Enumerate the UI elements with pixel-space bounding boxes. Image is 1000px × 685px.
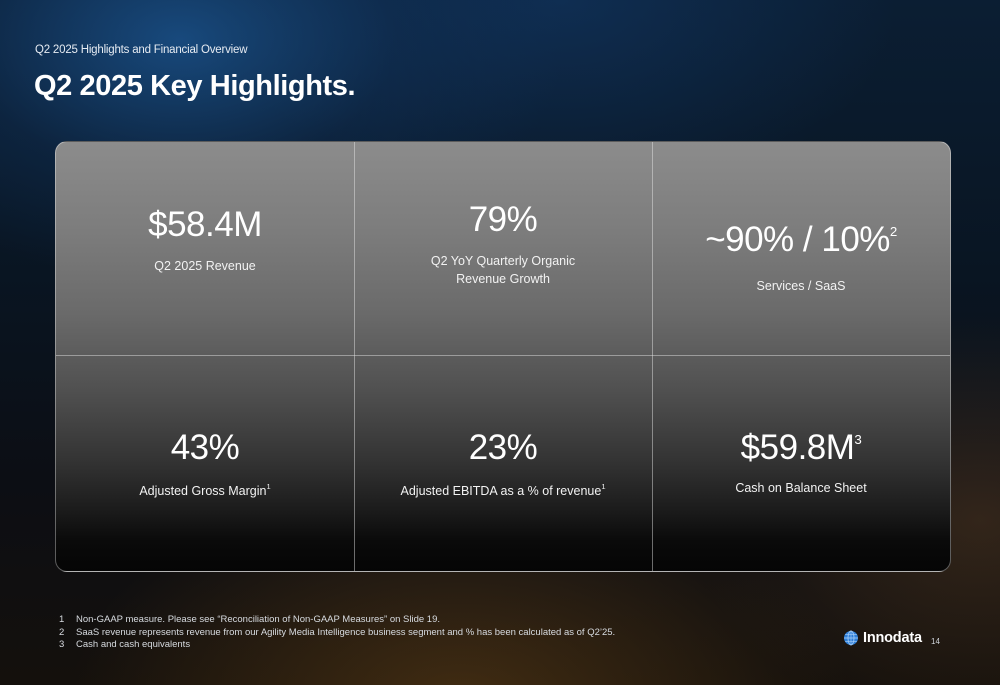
highlight-services-saas: ~90% / 10%2 Services / SaaS bbox=[652, 222, 950, 295]
highlights-grid bbox=[56, 142, 950, 571]
footnote-text: Non-GAAP measure. Please see “Reconcilia… bbox=[76, 614, 440, 625]
highlight-gross-margin: 43% Adjusted Gross Margin1 bbox=[56, 430, 354, 500]
footnote-ref: 2 bbox=[889, 223, 897, 239]
footnote-text: SaaS revenue represents revenue from our… bbox=[76, 626, 616, 638]
page-number: 14 bbox=[931, 637, 940, 646]
highlights-panel: $58.4M Q2 2025 Revenue 79% Q2 YoY Quarte… bbox=[55, 141, 951, 572]
page-title: Q2 2025 Key Highlights. bbox=[34, 70, 356, 102]
highlight-label: Adjusted Gross Margin1 bbox=[139, 482, 271, 499]
highlight-value: 43% bbox=[170, 428, 240, 467]
highlight-label: Q2 2025 Revenue bbox=[154, 259, 256, 273]
footnote-number: 2 bbox=[59, 626, 65, 638]
highlight-label-line: Revenue Growth bbox=[456, 272, 550, 286]
grid-divider-horizontal bbox=[56, 355, 950, 356]
highlight-value: ~90% / 10%2 bbox=[705, 220, 897, 259]
footnote-number: 1 bbox=[59, 614, 65, 625]
highlight-label: Cash on Balance Sheet bbox=[735, 481, 867, 495]
footnote-ref: 1 bbox=[266, 482, 271, 492]
highlight-label: Q2 YoY Quarterly Organic Revenue Growth bbox=[354, 252, 652, 288]
highlight-value: 79% bbox=[468, 200, 538, 239]
footnote: 2 SaaS revenue represents revenue from o… bbox=[59, 627, 615, 640]
highlight-label: Adjusted EBITDA as a % of revenue1 bbox=[400, 482, 606, 499]
highlight-label: Services / SaaS bbox=[756, 279, 846, 293]
highlight-value: 23% bbox=[468, 428, 538, 467]
highlight-value: $58.4M bbox=[148, 205, 262, 244]
grid-divider-vertical bbox=[652, 142, 653, 571]
grid-divider-vertical bbox=[354, 142, 355, 571]
footnotes: 1 Non-GAAP measure. Please see “Reconcil… bbox=[59, 614, 615, 652]
brand-logo: Innodata bbox=[843, 630, 922, 646]
breadcrumb: Q2 2025 Highlights and Financial Overvie… bbox=[35, 44, 248, 56]
highlight-adjusted-ebitda: 23% Adjusted EBITDA as a % of revenue1 bbox=[354, 430, 652, 500]
footnote-number: 3 bbox=[59, 639, 65, 650]
globe-logo-icon bbox=[844, 630, 858, 646]
highlight-value: $59.8M3 bbox=[740, 428, 862, 467]
highlight-label-line: Q2 YoY Quarterly Organic bbox=[430, 254, 576, 268]
footnote: 1 Non-GAAP measure. Please see “Reconcil… bbox=[59, 614, 615, 627]
footnote-ref: 3 bbox=[854, 431, 862, 447]
brand-name: Innodata bbox=[863, 630, 922, 646]
highlight-organic-growth: 79% Q2 YoY Quarterly Organic Revenue Gro… bbox=[354, 202, 652, 288]
footnote: 3 Cash and cash equivalents bbox=[59, 639, 615, 652]
highlight-revenue: $58.4M Q2 2025 Revenue bbox=[56, 207, 354, 275]
footnote-text: Cash and cash equivalents bbox=[76, 639, 191, 650]
footnote-ref: 1 bbox=[601, 482, 606, 492]
highlight-cash: $59.8M3 Cash on Balance Sheet bbox=[652, 430, 950, 497]
